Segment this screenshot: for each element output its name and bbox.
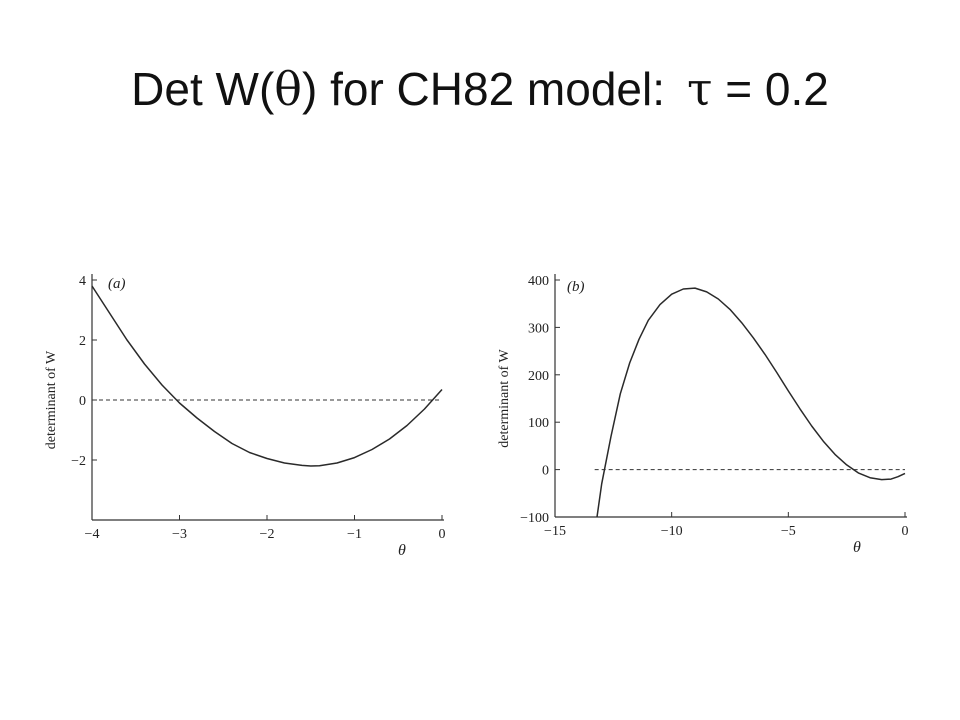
y-tick-label: −100 [520,511,549,526]
title-mid: ) for CH82 model: [301,63,665,115]
panel-a: −2 0 2 4 −4 −3 −2 −1 0 (a) determinant of W θ [44,274,446,559]
y-tick-label: 400 [528,274,549,289]
panel-label: (b) [567,279,585,295]
title-prefix: Det W( [131,63,275,115]
x-tick-label: −1 [347,527,362,542]
x-tick-label: −15 [544,524,566,539]
title-suffix: = 0.2 [712,63,829,115]
panel-b: −100 0 100 200 300 400 −15 −10 −5 0 (b) determinant… [497,274,909,556]
panel-label: (a) [108,276,126,292]
x-tick-label: −3 [172,527,187,542]
y-tick-label: 100 [528,416,549,431]
x-tick-label: −4 [85,527,100,542]
y-tick-label: 2 [79,334,86,349]
y-axis-label: determinant of W [44,350,59,449]
x-axis-label: θ [398,542,406,559]
y-tick-label: 0 [79,394,86,409]
x-tick-label: −2 [260,527,275,542]
slide-title: Det W(θ) for CH82 model: τ = 0.2 [0,62,960,116]
title-theta-symbol: θ [274,62,302,116]
x-tick-label: 0 [902,524,909,539]
y-tick-label: 0 [542,464,549,479]
x-tick-label: 0 [439,527,446,542]
series-line [91,285,443,467]
series-line [596,287,906,518]
y-tick-label: −2 [71,454,86,469]
y-axis-label: determinant of W [497,348,512,447]
y-tick-label: 300 [528,321,549,336]
y-tick-label: 200 [528,369,549,384]
y-tick-label: 4 [79,274,86,289]
x-axis-label: θ [853,539,861,556]
title-tau-symbol: τ [687,62,713,116]
x-tick-label: −10 [661,524,683,539]
x-tick-label: −5 [781,524,796,539]
